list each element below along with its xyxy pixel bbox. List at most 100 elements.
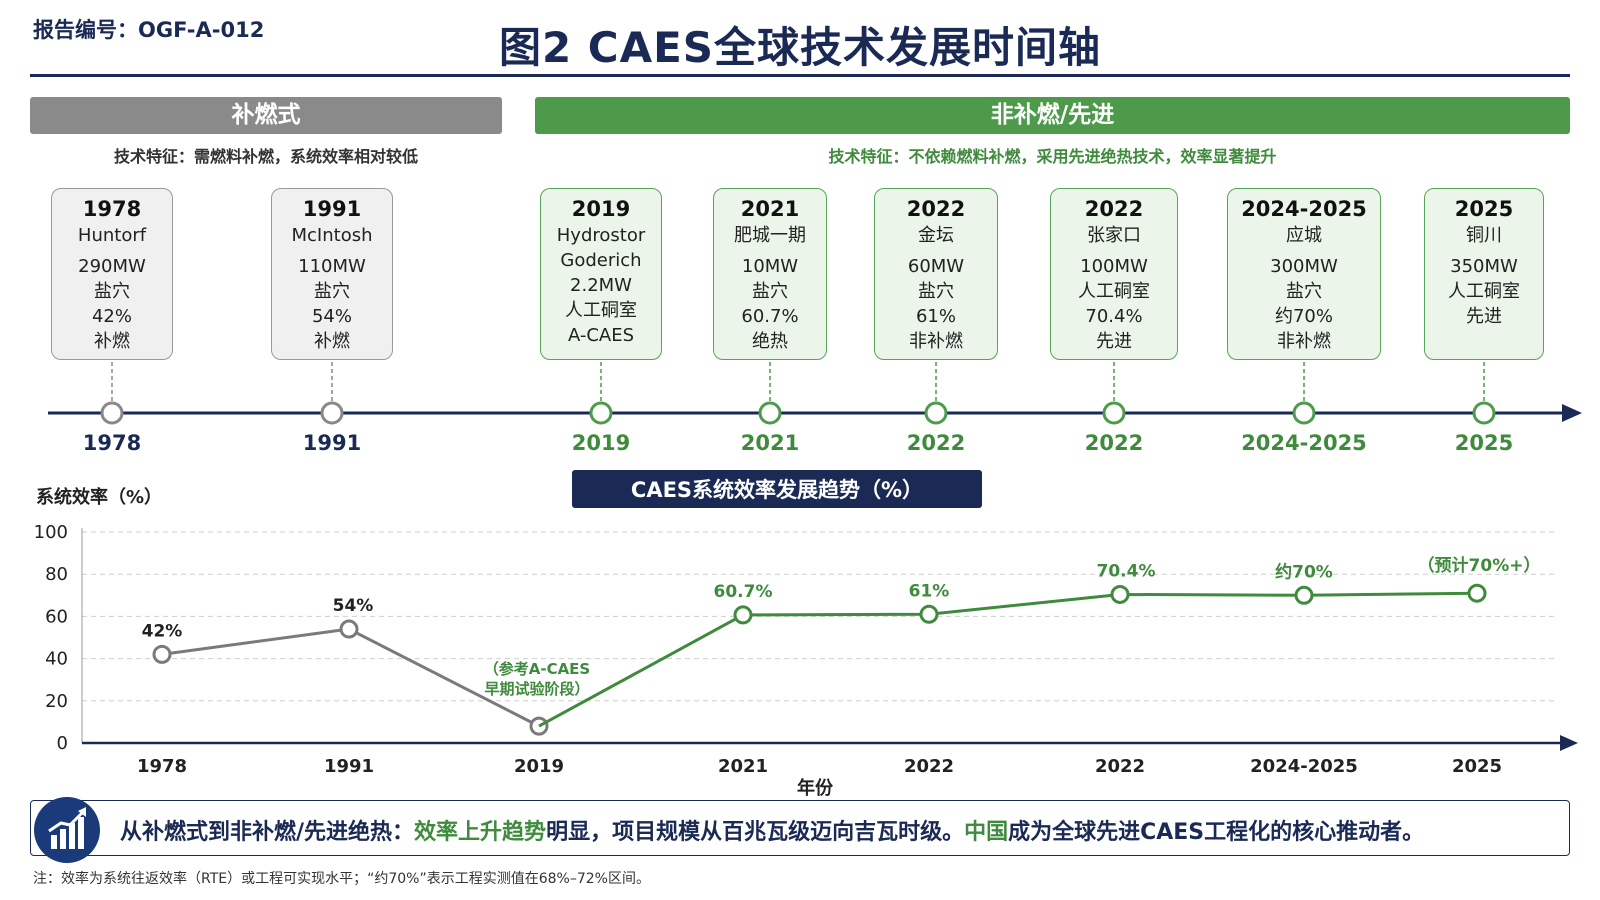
x-tick-label: 2019 [514,756,564,777]
milestone-year: 1991 [302,197,362,221]
milestone-year: 2024-2025 [1241,197,1367,221]
milestone-card: 2019 Hydrostor Goderich 2.2MW 人工硐室 A-CAES [540,188,662,360]
milestone-detail: Hydrostor [556,225,646,246]
milestone-detail: 290MW [78,256,146,277]
milestone-detail: 100MW [1080,256,1148,277]
y-tick-label: 40 [45,649,68,670]
data-point [733,605,753,625]
milestone-year: 2022 [1084,197,1144,221]
footer-highlight: 效率上升趋势 [414,820,547,845]
x-axis-arrow [1560,735,1578,751]
timeline-year-label: 1991 [303,431,361,455]
milestone-year: 2025 [1454,197,1514,221]
timeline-node [320,401,344,425]
footer-highlight: 中国 [964,820,1009,845]
data-point [919,604,939,624]
footer-text-part: 从补燃式到非补燃/先进绝热： [120,820,415,845]
data-label: 早期试验阶段） [484,680,589,698]
data-label: 54% [333,596,374,616]
timeline-year-label: 2019 [572,431,630,455]
milestone-detail: 先进 [1096,331,1132,352]
milestone-detail: 2.2MW [570,275,632,296]
milestone-detail: 10MW [741,256,799,277]
footer-summary-box [30,800,1570,856]
chart-title: CAES系统效率发展趋势（%） [631,478,923,502]
data-label: 61% [909,581,950,601]
milestone-detail: 先进 [1466,306,1502,327]
milestone-detail: 非补燃 [1277,331,1331,352]
timeline-year-label: 2021 [741,431,799,455]
band-advanced: 非补燃/先进 [535,97,1570,134]
milestone-year: 1978 [82,197,142,221]
data-label: 约70% [1275,561,1333,582]
x-tick-label: 1991 [324,756,374,777]
milestone-detail: 张家口 [1087,225,1141,246]
timeline-node [589,401,613,425]
timeline-node [1472,401,1496,425]
x-tick-label: 2022 [904,756,954,777]
milestone-year: 2019 [571,197,631,221]
timeline-year-label: 2022 [1085,431,1143,455]
milestone-card: 2022 金坛 60MW 盐穴 61% 非补燃 [874,188,998,360]
milestone-detail: 61% [915,306,956,327]
milestone-detail: McIntosh [291,225,373,246]
milestone-detail: 人工硐室 [565,300,637,321]
footer-summary: 从补燃式到非补燃/先进绝热：效率上升趋势明显，项目规模从百兆瓦级迈向吉瓦时级。中… [120,814,1424,846]
milestone-detail: 金坛 [918,225,954,246]
timeline-year-label: 2025 [1455,431,1513,455]
milestone-detail: 54% [311,306,352,327]
timeline-year-label: 2022 [907,431,965,455]
y-tick-label: 60 [45,606,68,627]
milestone-card: 2021 肥城一期 10MW 盐穴 60.7% 绝热 [713,188,827,360]
timeline-node [924,401,948,425]
timeline-node [1292,401,1316,425]
x-tick-label: 2022 [1095,756,1145,777]
feature-supplementary: 技术特征：需燃料补燃，系统效率相对较低 [113,147,418,166]
milestone-detail: 约70% [1274,306,1333,327]
milestone-detail: 盐穴 [752,281,788,302]
page-title: 图2 CAES全球技术发展时间轴 [498,23,1102,72]
data-point [1467,583,1487,603]
series-line [161,627,540,728]
title-divider [30,74,1570,77]
milestone-detail: A-CAES [567,325,635,346]
milestone-detail: 补燃 [314,331,350,352]
footer-text-part: 成为全球先进CAES工程化的核心推动者。 [1008,820,1425,845]
chart-title-bg [572,470,982,508]
milestone-year: 2022 [906,197,966,221]
x-axis-label: 年份 [797,777,834,799]
milestone-detail: 60MW [907,256,965,277]
milestone-detail: 70.4% [1085,306,1143,327]
milestone-detail: 110MW [298,256,366,277]
milestone-detail: 铜川 [1466,225,1502,246]
milestone-detail: 盐穴 [1286,281,1322,302]
milestone-detail: 人工硐室 [1078,281,1150,302]
y-axis-label: 系统效率（%） [36,486,162,508]
data-label: 60.7% [714,582,773,602]
timeline-node [100,401,124,425]
series-line [538,591,1478,728]
timeline-year-label: 1978 [83,431,141,455]
bar-chart-up-icon [34,797,100,863]
milestone-detail: 非补燃 [909,331,963,352]
milestone-detail: 绝热 [752,331,788,352]
data-label: 70.4% [1097,561,1156,581]
y-tick-label: 100 [34,522,68,543]
feature-advanced: 技术特征：不依赖燃料补燃，采用先进绝热技术，效率显著提升 [828,147,1277,166]
timeline-node [1102,401,1126,425]
milestone-card: 2025 铜川 350MW 人工硐室 先进 [1424,188,1544,360]
milestone-detail: 人工硐室 [1448,281,1520,302]
milestone-detail: 补燃 [94,331,130,352]
milestone-detail: 盐穴 [314,281,350,302]
milestone-detail: Goderich [560,250,642,271]
timeline-node [758,401,782,425]
y-tick-label: 80 [45,564,68,585]
milestone-detail: 42% [91,306,132,327]
report-id: 报告编号：OGF-A-012 [33,18,265,42]
milestone-detail: 应城 [1286,225,1322,246]
x-tick-label: 2024-2025 [1250,756,1358,777]
milestone-card: 1978 Huntorf 290MW 盐穴 42% 补燃 [51,188,173,360]
y-tick-label: 20 [45,691,68,712]
data-point [1110,584,1130,604]
